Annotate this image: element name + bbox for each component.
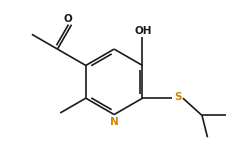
Text: S: S: [174, 92, 182, 102]
Text: O: O: [63, 14, 72, 24]
Text: N: N: [109, 117, 118, 127]
Text: OH: OH: [134, 26, 152, 36]
